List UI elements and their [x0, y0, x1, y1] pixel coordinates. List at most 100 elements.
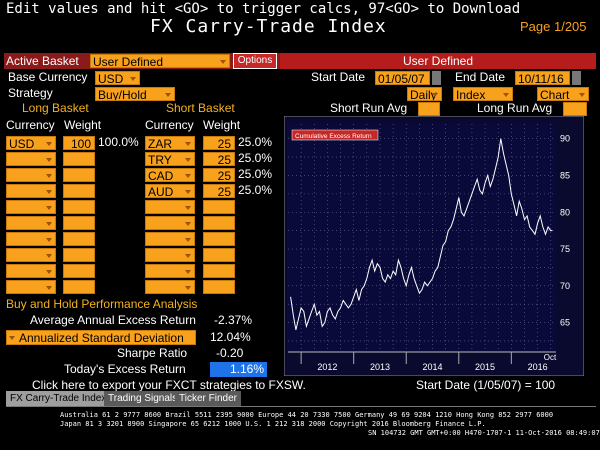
short-weight-9[interactable]: [203, 264, 235, 278]
long-weight-9[interactable]: [63, 264, 95, 278]
x-extra-label: Oct: [544, 353, 557, 362]
long-weight-1[interactable]: 100: [63, 136, 95, 150]
long-weight-7[interactable]: [63, 232, 95, 246]
strategy-select[interactable]: Buy/Hold: [95, 87, 175, 101]
short-currency-9[interactable]: [145, 264, 195, 278]
end-date-calendar-icon[interactable]: [572, 71, 581, 85]
short-run-avg-input[interactable]: [418, 102, 440, 116]
performance-title: Buy and Hold Performance Analysis: [6, 297, 198, 311]
chevron-down-icon: [220, 60, 226, 64]
chevron-down-icon: [185, 286, 191, 290]
short-weight-4[interactable]: 25: [203, 184, 235, 198]
short-currency-7[interactable]: [145, 232, 195, 246]
tab-bar-line: [6, 406, 596, 407]
long-currency-9[interactable]: [6, 264, 56, 278]
short-currency-4-value: AUD: [148, 185, 174, 198]
short-weight-8[interactable]: [203, 248, 235, 262]
short-currency-8[interactable]: [145, 248, 195, 262]
std-dev-label: Annualized Standard Deviation: [19, 331, 184, 345]
tab-fx-carry-trade-index-label: FX Carry-Trade Index: [10, 393, 107, 404]
chevron-down-icon: [46, 206, 52, 210]
end-date-input[interactable]: 10/11/16: [515, 71, 570, 85]
footer-line-3: SN 104732 GMT GMT+0:00 H470-1707-1 11-Oc…: [368, 429, 600, 437]
frequency-select[interactable]: Daily: [407, 87, 442, 101]
long-currency-2[interactable]: [6, 152, 56, 166]
long-currency-header: Currency: [6, 118, 55, 132]
long-basket-title: Long Basket: [22, 101, 89, 115]
x-tick-label: 2016: [528, 362, 548, 372]
short-weight-5[interactable]: [203, 200, 235, 214]
short-currency-5[interactable]: [145, 200, 195, 214]
short-weight-2[interactable]: 25: [203, 152, 235, 166]
avg-excess-label: Average Annual Excess Return: [30, 313, 196, 327]
long-weight-10[interactable]: [63, 280, 95, 294]
short-currency-4[interactable]: AUD: [145, 184, 195, 198]
tab-trading-signals[interactable]: Trading Signals: [104, 391, 183, 406]
long-currency-4[interactable]: [6, 184, 56, 198]
long-weight-2[interactable]: [63, 152, 95, 166]
start-date-label: Start Date: [311, 70, 366, 84]
short-weight-3-value: 25: [217, 169, 231, 182]
short-currency-10[interactable]: [145, 280, 195, 294]
legend-label: Cumulative Excess Return: [295, 133, 372, 140]
end-date-value: 10/11/16: [518, 72, 564, 85]
start-date-input[interactable]: 01/05/07: [375, 71, 430, 85]
long-weight-5[interactable]: [63, 200, 95, 214]
short-currency-1[interactable]: ZAR: [145, 136, 195, 150]
long-weight-8[interactable]: [63, 248, 95, 262]
short-currency-6[interactable]: [145, 216, 195, 230]
long-run-avg-label: Long Run Avg: [477, 101, 553, 115]
options-button[interactable]: Options: [233, 53, 277, 69]
chevron-down-icon: [46, 142, 52, 146]
short-currency-2[interactable]: TRY: [145, 152, 195, 166]
long-weight-3[interactable]: [63, 168, 95, 182]
long-currency-1[interactable]: USD: [6, 136, 56, 150]
x-tick-label: 2012: [317, 362, 337, 372]
long-currency-6[interactable]: [6, 216, 56, 230]
active-basket-select[interactable]: User Defined: [90, 54, 230, 68]
chevron-down-icon: [165, 93, 171, 97]
start-date-calendar-icon[interactable]: [432, 71, 441, 85]
view-value: Index: [456, 88, 486, 101]
short-currency-1-value: ZAR: [148, 137, 172, 150]
chevron-down-icon: [46, 190, 52, 194]
long-weight-6[interactable]: [63, 216, 95, 230]
end-date-label: End Date: [455, 70, 506, 84]
y-tick-label: 90: [560, 134, 570, 144]
long-currency-10[interactable]: [6, 280, 56, 294]
std-dev-value: 12.04%: [210, 330, 251, 344]
short-weight-6[interactable]: [203, 216, 235, 230]
chevron-down-icon: [46, 222, 52, 226]
short-pct-3: 25.0%: [238, 167, 273, 181]
base-currency-value: USD: [98, 72, 124, 85]
sharpe-value: -0.20: [216, 346, 244, 360]
long-weight-4[interactable]: [63, 184, 95, 198]
short-weight-header: Weight: [203, 118, 241, 132]
short-weight-1[interactable]: 25: [203, 136, 235, 150]
tab-ticker-finder[interactable]: Ticker Finder: [175, 391, 242, 406]
long-currency-3[interactable]: [6, 168, 56, 182]
export-link[interactable]: Click here to export your FXCT strategie…: [32, 378, 306, 392]
base-currency-select[interactable]: USD: [95, 71, 140, 85]
long-currency-8[interactable]: [6, 248, 56, 262]
std-dev-select[interactable]: Annualized Standard Deviation: [6, 330, 196, 345]
tab-fx-carry-trade-index[interactable]: FX Carry-Trade Index: [6, 391, 112, 406]
chevron-down-icon: [185, 222, 191, 226]
short-currency-3[interactable]: CAD: [145, 168, 195, 182]
long-run-avg-input[interactable]: [563, 102, 587, 116]
view-select[interactable]: Index: [453, 87, 513, 101]
y-tick-label: 70: [560, 281, 570, 291]
short-weight-3[interactable]: 25: [203, 168, 235, 182]
short-weight-10[interactable]: [203, 280, 235, 294]
base-currency-label: Base Currency: [8, 70, 88, 84]
long-currency-5[interactable]: [6, 200, 56, 214]
active-basket-value: User Defined: [93, 55, 164, 68]
short-weight-4-value: 25: [217, 185, 231, 198]
chevron-down-icon: [185, 190, 191, 194]
short-pct-1: 25.0%: [238, 135, 273, 149]
chevron-down-icon: [46, 254, 52, 258]
right-basket-header: User Defined: [280, 53, 596, 69]
display-select[interactable]: Chart: [537, 87, 589, 101]
long-currency-7[interactable]: [6, 232, 56, 246]
short-weight-7[interactable]: [203, 232, 235, 246]
